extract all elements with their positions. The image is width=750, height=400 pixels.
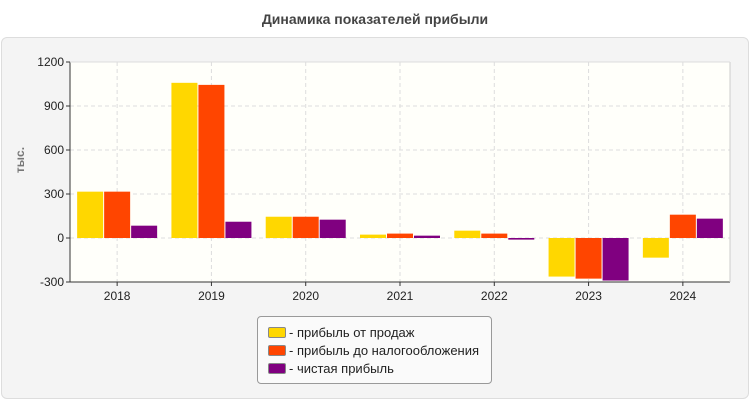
bar-2018-2	[131, 225, 158, 238]
bar-2023-0	[548, 238, 575, 277]
bar-2018-1	[104, 191, 131, 238]
bar-2019-1	[198, 84, 225, 238]
legend-item: - прибыль до налогообложения	[268, 343, 479, 358]
y-axis-label: тыс.	[13, 147, 27, 173]
x-tick-label: 2021	[387, 289, 414, 303]
y-tick-label: 600	[44, 143, 64, 157]
legend-swatch	[268, 363, 286, 374]
x-tick-label: 2024	[670, 289, 697, 303]
bar-2022-2	[508, 238, 535, 240]
legend-item: - прибыль от продаж	[268, 325, 414, 340]
chart-title: Динамика показателей прибыли	[261, 11, 489, 27]
bar-2022-0	[454, 230, 481, 238]
x-tick-label: 2020	[292, 289, 319, 303]
bar-2023-1	[575, 238, 602, 279]
x-tick-label: 2019	[198, 289, 225, 303]
y-tick-label: -300	[40, 275, 64, 289]
legend-label: - чистая прибыль	[289, 361, 394, 376]
bar-2021-2	[414, 235, 440, 238]
legend: - прибыль от продаж - прибыль до налогоо…	[257, 316, 492, 384]
bar-2024-0	[642, 238, 669, 258]
bar-2020-2	[319, 219, 346, 238]
bar-2018-0	[77, 191, 104, 238]
bar-2022-1	[481, 233, 508, 238]
bar-2021-1	[387, 233, 413, 238]
legend-swatch	[268, 327, 286, 338]
bar-2020-0	[265, 216, 292, 238]
bar-2021-0	[360, 234, 386, 238]
x-tick-label: 2018	[104, 289, 131, 303]
y-tick-label: 900	[44, 99, 64, 113]
legend-label: - прибыль до налогообложения	[289, 343, 480, 358]
legend-item: - чистая прибыль	[268, 361, 394, 376]
y-tick-label: 0	[57, 231, 64, 245]
y-tick-label: 300	[44, 187, 64, 201]
bar-2020-1	[292, 216, 319, 238]
x-tick-label: 2022	[481, 289, 508, 303]
bar-2019-2	[225, 221, 252, 238]
bar-2023-2	[602, 238, 629, 281]
legend-swatch	[268, 345, 286, 356]
bar-2019-0	[171, 82, 198, 239]
legend-label: - прибыль от продаж	[289, 325, 415, 340]
bar-2024-1	[669, 214, 696, 238]
bar-2024-2	[696, 218, 723, 238]
plot-area	[70, 62, 730, 282]
y-tick-label: 1200	[37, 55, 64, 69]
x-tick-label: 2023	[575, 289, 602, 303]
